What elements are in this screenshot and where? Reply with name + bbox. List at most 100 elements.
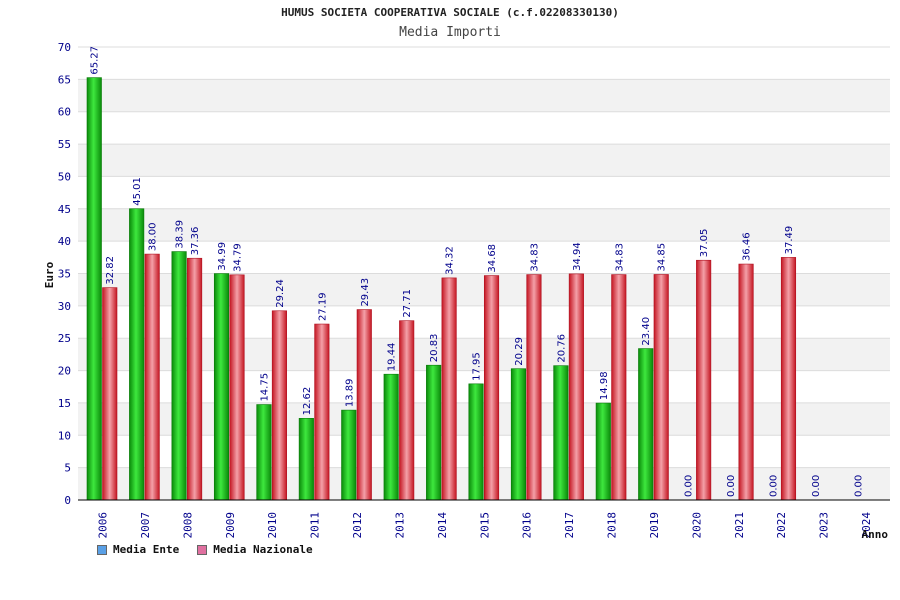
bar-media-nazionale (187, 257, 203, 501)
y-tick-label: 30 (58, 300, 71, 313)
x-tick-label: 2024 (860, 512, 873, 539)
bar-media-nazionale (611, 274, 627, 501)
x-tick-label: 2016 (521, 512, 534, 539)
value-label-ente: 0.00 (811, 475, 822, 497)
x-tick-label: 2008 (181, 512, 194, 539)
bar-media-ente (86, 77, 102, 501)
value-label-nazionale: 38.00 (148, 222, 159, 251)
chart-subtitle: Media Importi (399, 25, 501, 40)
x-tick-label: 2013 (393, 512, 406, 539)
value-label-ente: 14.98 (599, 371, 610, 400)
bar-media-nazionale (483, 275, 500, 501)
value-label-ente: 0.00 (684, 475, 695, 497)
value-label-nazionale: 34.83 (614, 243, 625, 272)
legend-label-nazionale: Media Nazionale (213, 543, 313, 556)
grid-band (78, 79, 890, 112)
legend-item-ente: Media Ente (97, 543, 179, 556)
x-axis-ticks: 2006 2007 2008 2009 2010 2011 2012 2013 2014 2015… (97, 512, 874, 539)
legend-swatch-nazionale (197, 544, 208, 555)
value-label-ente: 19.44 (387, 343, 398, 372)
bar-media-nazionale (568, 273, 584, 501)
grid-band (78, 208, 890, 242)
bar-media-nazionale (653, 274, 669, 501)
y-tick-label: 40 (58, 235, 71, 248)
chart-title: HUMUS SOCIETA COOPERATIVA SOCIALE (c.f.0… (281, 6, 619, 19)
y-tick-label: 50 (58, 170, 71, 183)
x-tick-label: 2015 (478, 512, 491, 539)
value-label-nazionale: 32.82 (105, 256, 116, 285)
value-label-nazionale: 34.32 (445, 246, 456, 275)
bar-media-ente (298, 418, 314, 501)
x-tick-label: 2010 (266, 512, 279, 539)
value-label-nazionale: 36.46 (742, 232, 753, 261)
value-label-ente: 45.01 (132, 177, 143, 206)
value-label-nazionale: 29.24 (275, 279, 286, 308)
x-tick-label: 2022 (775, 512, 788, 539)
x-tick-label: 2014 (436, 512, 449, 539)
value-label-nazionale: 34.68 (487, 244, 498, 273)
x-tick-label: 2007 (139, 512, 152, 539)
x-tick-label: 2011 (309, 512, 322, 539)
x-tick-label: 2019 (648, 512, 661, 539)
grid-band (78, 144, 890, 177)
bar-media-nazionale (356, 309, 372, 501)
value-label-nazionale: 37.36 (190, 227, 201, 256)
value-label-ente: 17.95 (472, 352, 483, 381)
value-label-nazionale: 34.83 (529, 243, 540, 272)
value-label-nazionale: 34.94 (572, 242, 583, 271)
x-tick-label: 2009 (224, 512, 237, 539)
bar-media-nazionale (780, 257, 797, 501)
legend: Media Ente Media Nazionale (97, 543, 313, 556)
x-tick-label: 2020 (690, 512, 703, 539)
bar-media-ente (213, 273, 230, 501)
value-label-ente: 0.00 (726, 475, 737, 497)
value-label-ente: 0.00 (853, 475, 864, 497)
bar-media-ente (510, 368, 527, 501)
y-tick-label: 0 (64, 494, 71, 507)
bar-media-ente (383, 373, 399, 501)
value-label-ente: 20.83 (429, 334, 440, 363)
value-label-ente: 13.89 (344, 378, 355, 407)
x-tick-label: 2012 (351, 512, 364, 539)
y-tick-label: 10 (58, 429, 71, 442)
legend-swatch-ente (97, 544, 107, 555)
bar-media-ente (595, 402, 611, 501)
value-label-nazionale: 29.43 (360, 278, 371, 307)
y-tick-label: 70 (58, 41, 71, 54)
value-label-nazionale: 37.05 (699, 229, 710, 258)
bar-media-nazionale (314, 323, 330, 501)
x-tick-label: 2018 (606, 512, 619, 539)
bar-media-nazionale (738, 263, 754, 501)
bar-media-ente (129, 208, 145, 501)
value-label-nazionale: 27.19 (317, 292, 328, 321)
legend-label-ente: Media Ente (113, 543, 180, 556)
x-tick-label: 2021 (733, 512, 746, 539)
bar-media-ente (426, 364, 442, 501)
value-label-ente: 20.76 (556, 334, 567, 363)
bar-media-nazionale (441, 277, 457, 501)
y-tick-label: 15 (58, 397, 71, 410)
bar-media-ente (341, 409, 357, 501)
grid-band (78, 241, 890, 274)
y-tick-label: 25 (58, 332, 71, 345)
bar-media-nazionale (526, 274, 542, 501)
grid-band (78, 47, 890, 80)
grid-band (78, 111, 890, 145)
legend-item-nazionale: Media Nazionale (197, 543, 313, 556)
y-tick-label: 5 (64, 462, 71, 475)
y-axis-label: Euro (43, 261, 56, 288)
bar-media-ente (638, 348, 654, 501)
value-label-ente: 65.27 (90, 46, 101, 75)
bar-media-nazionale (229, 274, 245, 501)
value-label-ente: 23.40 (641, 317, 652, 346)
bar-media-nazionale (102, 287, 118, 501)
value-label-ente: 34.99 (217, 242, 228, 271)
bar-media-nazionale (144, 253, 160, 501)
x-tick-label: 2017 (563, 512, 576, 539)
x-tick-label: 2023 (818, 512, 831, 539)
y-tick-label: 20 (58, 365, 71, 378)
grid-band (78, 176, 890, 209)
value-label-ente: 14.75 (259, 373, 270, 402)
value-labels: 65.27 32.82 45.01 38.00 38.39 37.36 34.99 34.79… (90, 46, 865, 497)
